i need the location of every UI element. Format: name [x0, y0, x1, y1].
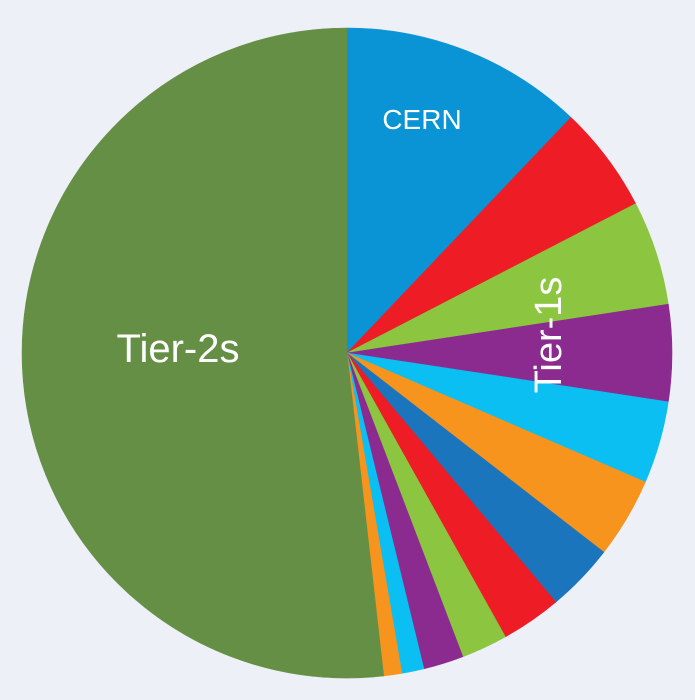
pie-slices	[21, 27, 673, 679]
pie-slice-1	[346, 27, 572, 354]
slice-label-cern: CERN	[382, 104, 461, 135]
pie-slice-14	[21, 27, 374, 679]
pie-labels: CERN Tier-1s Tier-2s	[117, 104, 570, 393]
slice-label-tier-1s: Tier-1s	[528, 277, 570, 394]
slice-label-tier-2s: Tier-2s	[117, 327, 240, 371]
